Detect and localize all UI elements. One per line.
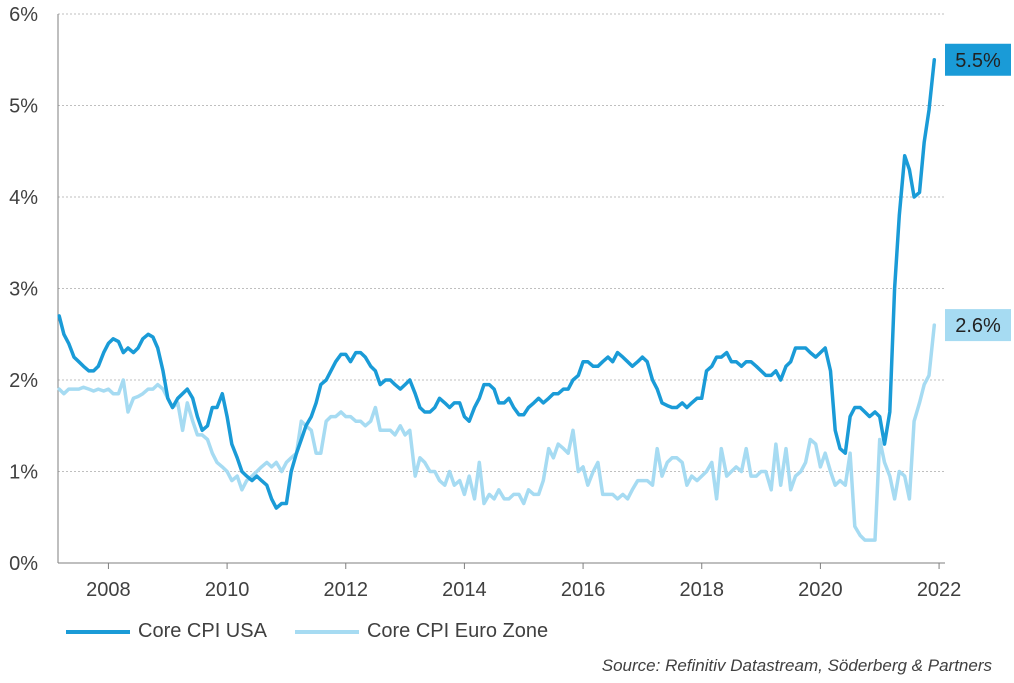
legend: Core CPI USA Core CPI Euro Zone xyxy=(66,620,576,643)
x-tick-label: 2022 xyxy=(917,579,962,601)
end-label-euro-box xyxy=(945,309,1011,342)
y-tick-label: 6% xyxy=(9,4,38,26)
series-line-euro xyxy=(57,323,937,542)
series-lines xyxy=(57,58,937,542)
y-axis-labels: 0% 1% 2% 3% 4% 5% 6% xyxy=(9,4,38,575)
y-tick-label: 1% xyxy=(9,462,38,484)
legend-label-usa: Core CPI USA xyxy=(138,620,267,642)
legend-swatch-usa xyxy=(66,629,130,634)
end-label-euro-text: 2.6% xyxy=(955,315,1001,337)
end-label-euro: 2.6% xyxy=(945,309,1011,342)
end-value-labels: 5.5% 2.6% xyxy=(945,43,1011,342)
y-tick-label: 5% xyxy=(9,96,38,118)
y-tick-label: 2% xyxy=(9,370,38,392)
x-tick-label: 2020 xyxy=(798,579,843,601)
y-tick-label: 4% xyxy=(9,187,38,209)
x-tick-label: 2016 xyxy=(561,579,606,601)
end-label-usa: 5.5% xyxy=(945,43,1011,76)
series-line-usa xyxy=(57,58,937,510)
end-label-usa-box xyxy=(945,43,1011,76)
legend-item-euro: Core CPI Euro Zone xyxy=(294,620,549,643)
y-tick-label: 0% xyxy=(9,553,38,575)
axes xyxy=(57,14,945,569)
x-axis-labels: 2008 2010 2012 2014 2016 2018 2020 2022 xyxy=(86,579,961,601)
legend-item-usa: Core CPI USA xyxy=(66,620,267,643)
x-tick-label: 2018 xyxy=(679,579,724,601)
x-tick-label: 2010 xyxy=(205,579,250,601)
x-tick-label: 2008 xyxy=(86,579,131,601)
end-label-usa-text: 5.5% xyxy=(955,50,1001,72)
legend-label-euro: Core CPI Euro Zone xyxy=(366,620,549,642)
source-note: Source: Refinitiv Datastream, Söderberg … xyxy=(601,656,992,675)
x-tick-label: 2014 xyxy=(442,579,487,601)
y-tick-label: 3% xyxy=(9,279,38,301)
legend-swatch-euro xyxy=(294,629,359,634)
x-tick-label: 2012 xyxy=(324,579,369,601)
